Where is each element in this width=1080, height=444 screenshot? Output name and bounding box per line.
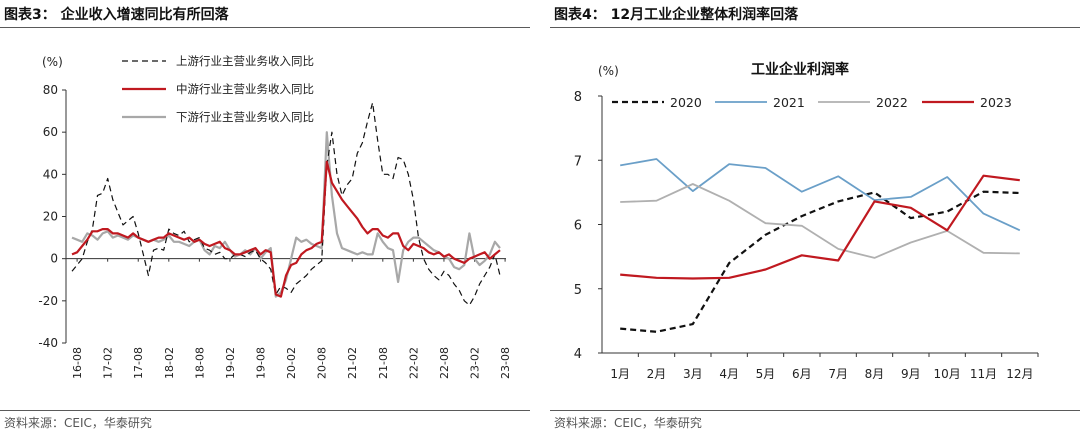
- left-x-tick-label: 21-08: [377, 347, 390, 379]
- left-y-tick-label: -20: [38, 294, 58, 308]
- left-series-line-2: [71, 131, 501, 298]
- left-x-tick-label: 16-08: [71, 347, 84, 379]
- left-x-tick-label: 21-02: [346, 347, 359, 379]
- right-x-tick-label: 8月: [865, 367, 885, 381]
- left-x-tick-label: 19-02: [224, 347, 237, 379]
- left-x-tick-label: 17-08: [132, 347, 145, 379]
- right-y-tick-label: 8: [574, 90, 582, 105]
- left-y-tick-label: 0: [50, 252, 58, 266]
- left-source-rule: [0, 410, 530, 411]
- left-title-rule: [0, 27, 530, 28]
- right-source-note: 资料来源：CEIC，华泰研究: [554, 416, 702, 430]
- left-x-tick-label: 20-02: [285, 347, 298, 379]
- right-x-tick-label: 3月: [683, 367, 703, 381]
- left-chart-panel: 图表3： 企业收入增速同比有所回落 (%) -40 -20 0 20 40 60 80 16-0…: [0, 0, 530, 444]
- left-x-tick-label: 22-02: [407, 347, 420, 379]
- left-legend-label: 上游行业主营业务收入同比: [176, 54, 314, 68]
- right-chart-panel: 图表4： 12月工业企业整体利润率回落 (%) 工业企业利润率 4 5 6 7 8 1月 2月 3…: [550, 0, 1080, 444]
- right-y-tick-label: 5: [574, 283, 582, 298]
- right-x-tick-label: 1月: [610, 367, 630, 381]
- left-x-tick-label: 18-02: [163, 347, 176, 379]
- right-series-line-2020: [620, 190, 1020, 333]
- left-series-line-1: [71, 160, 501, 298]
- left-revenue-chart: (%) -40 -20 0 20 40 60 80 16-08 17-02 17-08 18-02 18…: [38, 54, 512, 379]
- right-y-tick-label: 4: [574, 347, 582, 362]
- left-legend-label: 中游行业主营业务收入同比: [176, 82, 314, 96]
- left-legend-label: 下游行业主营业务收入同比: [176, 110, 314, 124]
- right-y-unit-label: (%): [598, 64, 619, 78]
- left-y-tick-label: 60: [43, 125, 58, 139]
- right-title-rule: [550, 27, 1080, 28]
- left-y-tick-label: -40: [38, 336, 58, 350]
- left-x-tick-label: 23-08: [499, 347, 512, 379]
- right-x-tick-label: 9月: [901, 367, 921, 381]
- right-profit-margin-chart: (%) 工业企业利润率 4 5 6 7 8 1月 2月 3月 4月 5月 6月 7月 8月 9月 10月 11月 1…: [574, 61, 1039, 381]
- right-chart-title: 图表4： 12月工业企业整体利润率回落: [554, 7, 799, 23]
- right-x-tick-label: 11月: [970, 367, 997, 381]
- left-x-tick-label: 20-08: [316, 347, 329, 379]
- left-source-note: 资料来源：CEIC，华泰研究: [4, 416, 152, 430]
- right-legend-label: 2021: [773, 95, 805, 110]
- right-x-tick-label: 10月: [934, 367, 961, 381]
- right-legend-label: 2020: [670, 95, 702, 110]
- right-series-line-2022: [620, 183, 1020, 259]
- left-series-line-0: [71, 102, 501, 306]
- right-x-tick-label: 2月: [647, 367, 667, 381]
- right-source-rule: [550, 410, 1080, 411]
- left-y-tick-label: 20: [43, 210, 58, 224]
- left-y-tick-label: 40: [43, 167, 58, 181]
- left-x-tick-label: 23-02: [469, 347, 482, 379]
- left-x-tick-label: 22-08: [438, 347, 451, 379]
- left-y-tick-label: 80: [43, 83, 58, 97]
- right-y-tick-label: 7: [574, 154, 582, 169]
- right-inner-title: 工业企业利润率: [751, 61, 849, 78]
- right-series-line-2023: [620, 174, 1020, 280]
- left-x-tick-label: 19-08: [255, 347, 268, 379]
- right-legend-label: 2023: [980, 95, 1012, 110]
- right-series-line-2021: [620, 158, 1021, 232]
- right-x-tick-label: 4月: [719, 367, 739, 381]
- left-x-tick-label: 18-08: [193, 347, 206, 379]
- right-x-tick-label: 12月: [1006, 367, 1033, 381]
- right-x-tick-label: 6月: [792, 367, 812, 381]
- left-chart-title: 图表3： 企业收入增速同比有所回落: [4, 7, 229, 23]
- right-y-tick-label: 6: [574, 219, 582, 234]
- left-y-unit-label: (%): [42, 55, 63, 69]
- right-x-tick-label: 5月: [756, 367, 776, 381]
- right-x-tick-label: 7月: [828, 367, 848, 381]
- right-legend-label: 2022: [876, 95, 908, 110]
- left-x-tick-label: 17-02: [102, 347, 115, 379]
